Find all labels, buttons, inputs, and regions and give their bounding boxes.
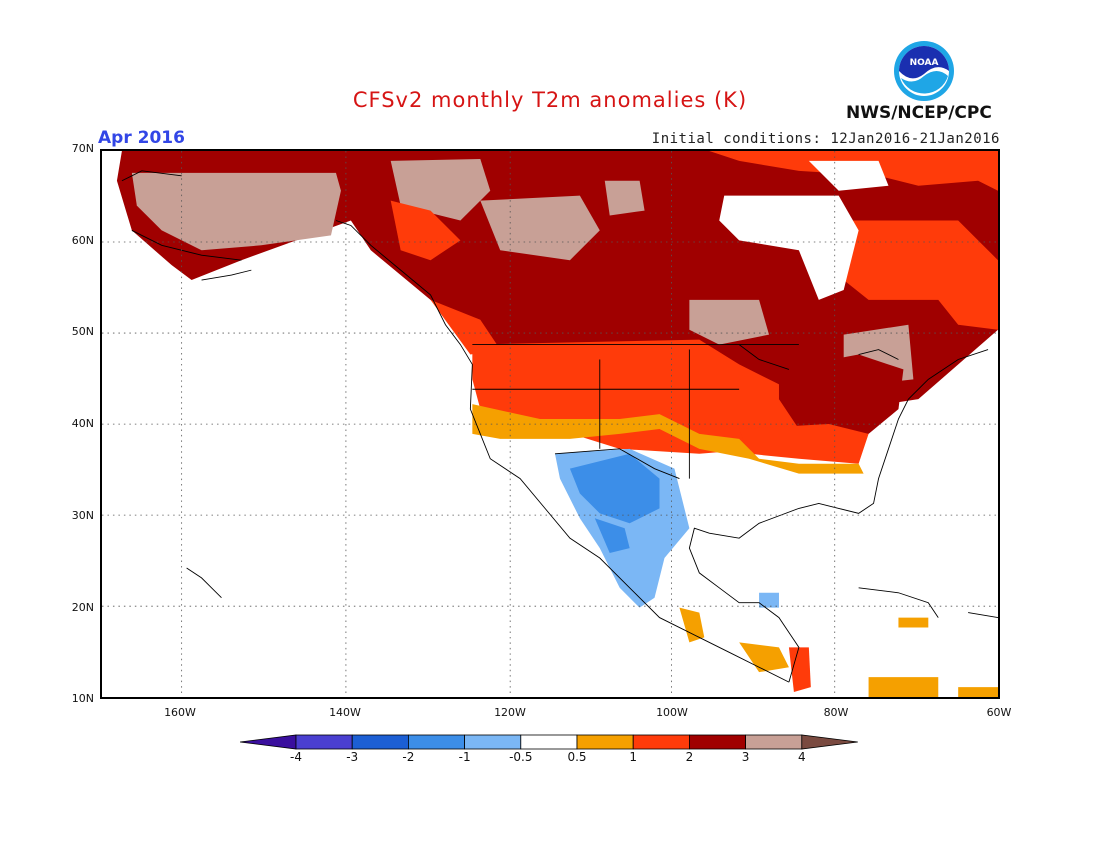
map-title: CFSv2 monthly T2m anomalies (K) [352,88,748,112]
lon-label: 140W [329,706,361,719]
lat-label: 60N [71,233,94,247]
lon-label: 160W [164,706,196,719]
lat-label: 30N [71,508,94,522]
colorbar-arrow-right [801,734,858,750]
coastline [201,269,252,281]
anomaly-region [430,299,501,355]
colorbar-segment [632,734,690,750]
anomaly-region [679,607,705,643]
coastline [335,220,790,683]
colorbar-segment [520,734,578,750]
colorbar-segment [351,734,409,750]
anomaly-map [102,151,998,697]
lat-label: 40N [71,417,94,431]
anomaly-region [808,160,889,191]
logo-text: NOAA [910,58,939,68]
coastline [738,344,790,370]
map-panel [100,149,1000,699]
noaa-logo: NOAA [894,41,954,101]
colorbar-tick-label: -2 [402,750,415,764]
anomaly-region [843,220,998,330]
colorbar-segment [295,734,353,750]
anomaly-region [719,195,859,300]
anomaly-region [958,687,998,697]
anomaly-region [390,200,461,261]
colorbar-segment [745,734,803,750]
lat-label: 20N [71,600,94,614]
lon-label: 100W [656,706,688,719]
lat-label: 70N [71,142,94,155]
anomaly-region [604,180,645,216]
colorbar-tick-label: 0.5 [567,750,587,764]
colorbar-tick-label: 3 [741,750,750,764]
anomaly-region [739,642,789,673]
anomaly-region [788,647,811,693]
coastline [858,587,939,618]
lat-label: 50N [71,325,94,339]
colorbar [240,734,858,750]
anomaly-fill-layer [116,151,998,697]
coastline [968,612,998,619]
anomaly-region [759,592,779,608]
initial-conditions: Initial conditions: 12Jan2016-21Jan2016 [651,131,1000,147]
anomaly-region [898,617,929,628]
anomaly-region [472,404,864,474]
colorbar-segment [688,734,746,750]
colorbar-segment [407,734,465,750]
anomaly-region [594,518,630,554]
grid-lines-layer [102,151,998,697]
coastline-layer [121,170,998,683]
colorbar-tick-label: -3 [346,750,359,764]
lat-label: 10N [71,692,94,706]
anomaly-region [778,354,904,439]
anomaly-region [739,424,869,464]
coastline [554,448,680,480]
colorbar-arrow-left [240,734,297,750]
coastline [186,567,222,599]
forecast-month: Apr 2016 [98,128,185,148]
colorbar-segment [464,734,522,750]
colorbar-tick-label: 1 [629,750,637,764]
agency-label: NWS/NCEP/CPC [846,103,992,123]
anomaly-region [868,677,939,697]
anomaly-region [131,172,341,251]
colorbar-segment [576,734,634,750]
lon-label: 120W [494,706,526,719]
colorbar-tick-label: -4 [290,750,302,764]
lon-label: 60W [986,706,1012,719]
coastline [858,349,899,360]
anomaly-region [569,453,660,524]
colorbar-tick-label: -0.5 [509,750,533,764]
colorbar-tick-label: 2 [685,750,694,764]
coastline [121,170,182,182]
coastline [688,349,989,683]
colorbar-tick-label: -1 [458,750,471,764]
anomaly-region [390,158,491,221]
lon-label: 80W [823,706,849,719]
colorbar-tick-label: 4 [797,750,806,764]
